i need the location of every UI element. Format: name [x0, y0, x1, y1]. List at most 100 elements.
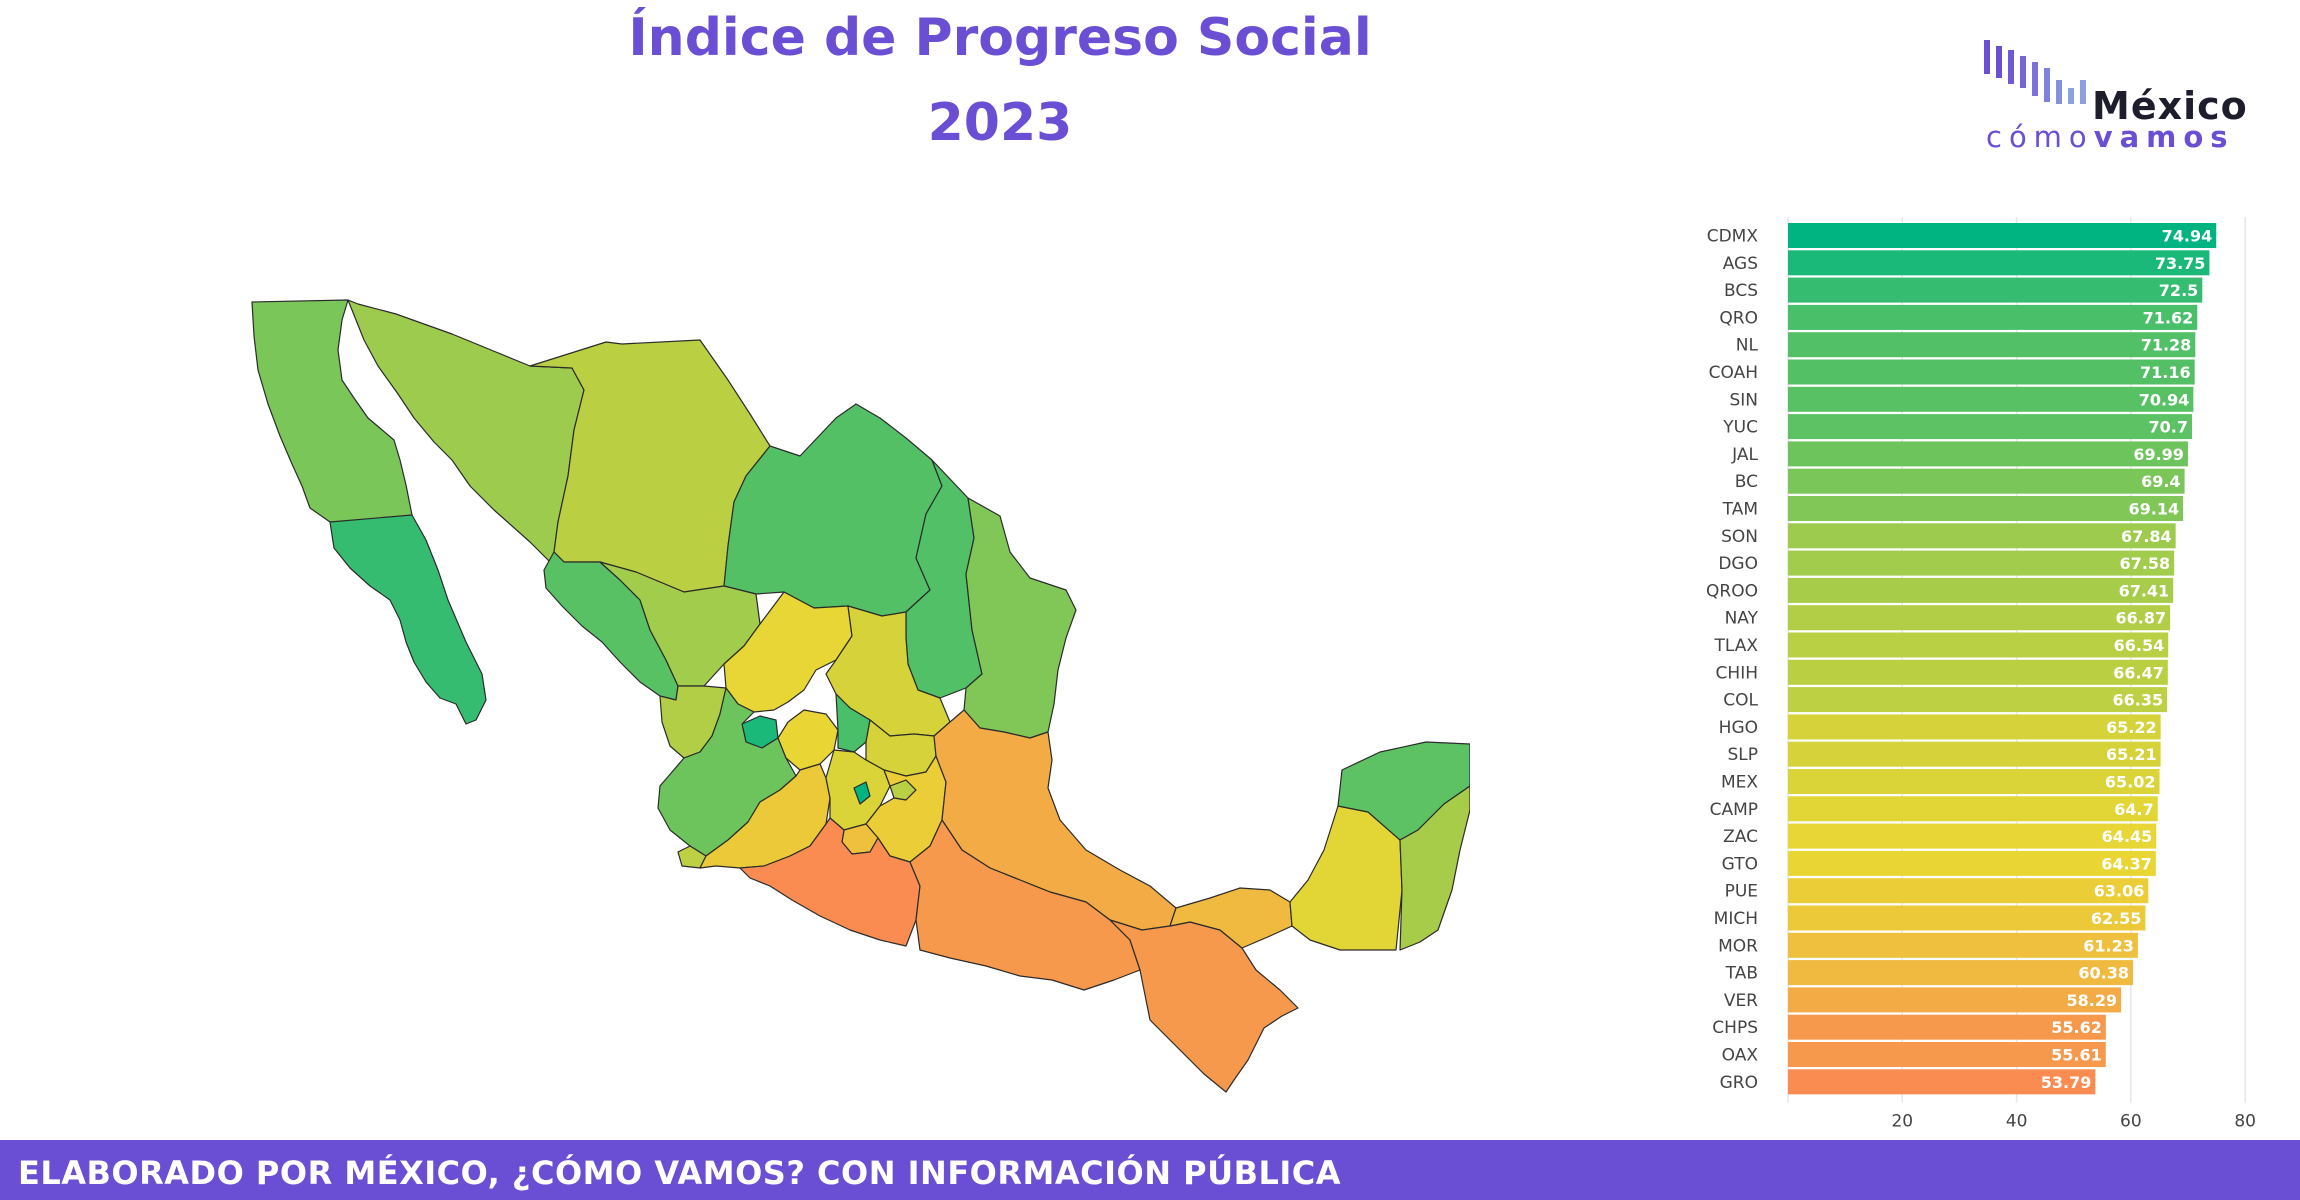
- category-label: CHIH: [1716, 663, 1758, 683]
- category-label: MOR: [1718, 936, 1758, 956]
- value-label: 62.55: [2091, 909, 2142, 928]
- bar-mex: [1788, 769, 2160, 794]
- bar-tab: [1788, 960, 2134, 986]
- bar-bc: [1788, 468, 2185, 494]
- footer-credit-text: ELABORADO POR MÉXICO, ¿CÓMO VAMOS? CON I…: [18, 1154, 1342, 1192]
- bar-nay: [1788, 605, 2171, 631]
- footer-banner: ELABORADO POR MÉXICO, ¿CÓMO VAMOS? CON I…: [0, 1140, 2300, 1200]
- bar-slp: [1788, 741, 2161, 767]
- category-label: HGO: [1719, 718, 1758, 738]
- value-label: 74.94: [2162, 227, 2213, 246]
- bar-tam: [1788, 496, 2184, 521]
- map-state-gro: [739, 817, 921, 947]
- bar-coah: [1788, 359, 2195, 385]
- value-label: 71.28: [2141, 336, 2192, 355]
- x-tick-label: 20: [1891, 1112, 1913, 1132]
- category-label: QROO: [1706, 581, 1758, 601]
- value-label: 55.61: [2051, 1046, 2102, 1065]
- value-label: 70.7: [2149, 418, 2188, 437]
- category-label: ZAC: [1723, 827, 1758, 847]
- logo-word-mexico: México: [2092, 84, 2248, 128]
- category-label: SLP: [1727, 745, 1758, 765]
- value-label: 71.16: [2140, 363, 2191, 382]
- bar-zac: [1788, 823, 2157, 849]
- value-label: 53.79: [2041, 1073, 2092, 1092]
- bar-col: [1788, 687, 2168, 713]
- category-label: TLAX: [1713, 636, 1758, 656]
- category-label: BC: [1735, 472, 1758, 492]
- map-state-qroo: [1399, 785, 1470, 951]
- bar-cdmx: [1788, 223, 2217, 248]
- x-tick-label: 60: [2120, 1112, 2142, 1132]
- category-label: AGS: [1723, 254, 1758, 274]
- value-label: 67.41: [2119, 581, 2170, 600]
- bar-son: [1788, 523, 2176, 549]
- category-label: QRO: [1719, 308, 1758, 328]
- value-label: 58.29: [2066, 991, 2117, 1010]
- bar-jal: [1788, 441, 2188, 467]
- map-state-col: [677, 845, 707, 869]
- map-state-jal: [657, 687, 797, 857]
- category-label: COL: [1723, 691, 1758, 711]
- category-label: MICH: [1714, 909, 1758, 929]
- category-label: GTO: [1722, 854, 1758, 874]
- category-label: JAL: [1731, 445, 1758, 465]
- bar-camp: [1788, 796, 2158, 822]
- bar-pue: [1788, 878, 2149, 904]
- value-label: 65.22: [2106, 718, 2157, 737]
- bar-mor: [1788, 932, 2138, 958]
- value-label: 55.62: [2051, 1018, 2102, 1037]
- map-state-cdmx: [853, 781, 871, 805]
- category-label: NL: [1736, 336, 1759, 356]
- value-label: 65.21: [2106, 745, 2157, 764]
- category-label: GRO: [1720, 1073, 1758, 1093]
- value-label: 71.62: [2143, 308, 2194, 327]
- bar-tlax: [1788, 632, 2169, 658]
- value-label: 70.94: [2139, 390, 2190, 409]
- map-state-gto: [777, 709, 839, 771]
- category-label: MEX: [1721, 773, 1758, 793]
- bar-gto: [1788, 850, 2156, 876]
- category-label: TAM: [1722, 500, 1758, 520]
- category-label: VER: [1724, 991, 1758, 1011]
- map-state-tam: [963, 497, 1077, 739]
- bar-ags: [1788, 250, 2210, 276]
- value-label: 73.75: [2155, 254, 2206, 273]
- value-label: 64.45: [2102, 827, 2153, 846]
- bar-sin: [1788, 386, 2194, 412]
- bar-hgo: [1788, 714, 2161, 740]
- value-label: 67.84: [2121, 527, 2172, 546]
- value-label: 64.7: [2114, 800, 2153, 819]
- value-label: 65.02: [2105, 773, 2156, 792]
- logo-word-como: cómo: [1986, 120, 2094, 154]
- bar-gro: [1788, 1069, 2096, 1095]
- map-state-qro: [835, 693, 871, 753]
- value-label: 60.38: [2078, 964, 2129, 983]
- category-label: SIN: [1729, 390, 1758, 410]
- category-label: COAH: [1709, 363, 1758, 383]
- mexico-como-vamos-logo: México cómovamos: [1980, 36, 2260, 156]
- category-label: CDMX: [1707, 227, 1759, 247]
- value-label: 61.23: [2083, 936, 2134, 955]
- value-label: 66.54: [2114, 636, 2165, 655]
- bar-dgo: [1788, 550, 2175, 576]
- logo-bars-icon: [1984, 40, 2086, 104]
- progress-index-bar-chart: 20 40 60 80 CDMX 74.94 AGS 73.75 BCS 72.5 QRO 71.62…: [1706, 217, 2256, 1132]
- category-label: DGO: [1718, 554, 1758, 574]
- category-label: CHPS: [1712, 1018, 1758, 1038]
- value-label: 69.99: [2133, 445, 2184, 464]
- category-label: NAY: [1725, 609, 1759, 629]
- bar-qroo: [1788, 577, 2174, 603]
- bar-chps: [1788, 1014, 2106, 1040]
- category-label: BCS: [1724, 281, 1758, 301]
- bar-ver: [1788, 987, 2122, 1013]
- value-label: 69.14: [2128, 500, 2179, 519]
- x-tick-label: 40: [2006, 1112, 2028, 1132]
- mexico-states-map: [251, 299, 1470, 1093]
- page-title: Índice de Progreso Social: [628, 8, 1372, 68]
- value-label: 66.87: [2116, 609, 2167, 628]
- category-label: CAMP: [1710, 800, 1758, 820]
- value-label: 72.5: [2159, 281, 2198, 300]
- x-tick-label: 80: [2234, 1112, 2256, 1132]
- bar-qro: [1788, 304, 2198, 330]
